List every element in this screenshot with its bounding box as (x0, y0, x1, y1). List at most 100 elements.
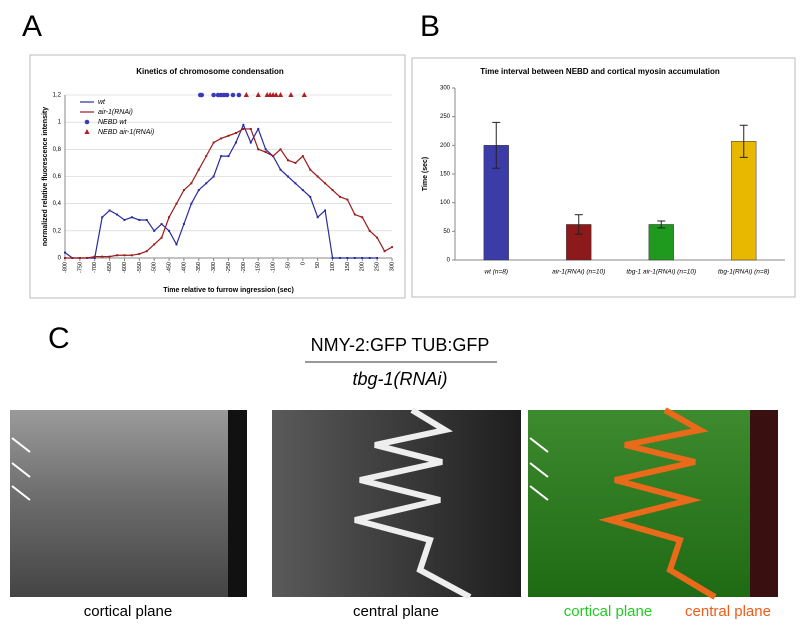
data-point (361, 216, 364, 219)
data-point (301, 155, 304, 158)
data-point (279, 148, 282, 151)
data-point (116, 213, 119, 216)
image-edge (750, 410, 778, 597)
data-point (220, 155, 223, 158)
panel-label: A (22, 10, 42, 43)
data-point (138, 252, 141, 255)
x-tick-label: -300 (211, 262, 217, 273)
marker (288, 92, 294, 97)
data-point (383, 250, 386, 253)
legend-label: air-1(RNAi) (98, 109, 133, 116)
error-bar (574, 214, 583, 235)
data-point (301, 189, 304, 192)
y-tick-label: 0,8 (53, 147, 62, 153)
x-tick-label: -200 (241, 262, 247, 273)
data-point (190, 182, 193, 185)
data-point (242, 127, 245, 130)
data-point (368, 257, 371, 259)
x-tick-label: wt (n=8) (484, 269, 508, 276)
data-point (153, 243, 156, 246)
panel-label: B (420, 10, 440, 43)
y-tick-label: 250 (440, 114, 451, 120)
data-point (324, 182, 327, 185)
data-point (242, 123, 245, 126)
caption: cortical plane (84, 603, 172, 620)
data-point (234, 141, 237, 144)
data-point (264, 148, 267, 151)
x-tick-label: 100 (330, 262, 336, 271)
data-point (130, 216, 133, 219)
bar (731, 141, 757, 261)
data-point (197, 189, 200, 192)
data-point (182, 189, 185, 192)
marker (224, 92, 230, 98)
data-point (108, 209, 111, 212)
spindle-trace (598, 407, 717, 600)
y-tick-label: 150 (440, 172, 451, 178)
data-point (249, 141, 252, 144)
bar (648, 224, 674, 261)
error-bar (657, 220, 666, 229)
marker (211, 92, 216, 98)
legend-label: NEBD air-1(RNAi) (98, 129, 154, 136)
data-point (376, 236, 379, 239)
data-point (249, 127, 252, 130)
data-point (160, 223, 163, 226)
x-tick-label: -250 (226, 262, 232, 273)
x-tick-label: air-1(RNAi) (n=10) (552, 269, 605, 276)
caption: cortical plane (564, 603, 652, 620)
data-point (153, 229, 156, 232)
data-point (391, 246, 393, 249)
y-tick-label: 1,2 (53, 93, 62, 99)
data-point (353, 257, 356, 259)
data-point (346, 257, 349, 259)
y-tick-label: 0 (58, 256, 62, 262)
data-point (138, 218, 141, 221)
data-point (227, 155, 230, 158)
data-point (93, 255, 96, 258)
x-tick-label: -450 (166, 262, 172, 273)
data-point (64, 257, 66, 259)
data-point (309, 168, 312, 171)
marker (236, 92, 242, 98)
data-point (145, 250, 148, 253)
panel-c-title: NMY-2:GFP TUB:GFP (311, 335, 490, 355)
marker (273, 92, 279, 97)
x-tick-label: -100 (271, 262, 277, 273)
y-tick-label: 50 (443, 229, 450, 235)
data-point (123, 218, 126, 221)
data-point (93, 257, 96, 259)
data-point (331, 189, 334, 192)
x-tick-label: 50 (315, 262, 321, 268)
panel-label: C (48, 322, 70, 355)
data-point (175, 202, 178, 205)
x-tick-label: -50 (285, 262, 291, 270)
x-tick-label: -400 (181, 262, 187, 273)
legend-swatch (84, 119, 90, 125)
data-point (257, 148, 260, 151)
data-point (264, 151, 267, 154)
data-point (175, 243, 178, 246)
data-point (294, 161, 297, 164)
x-tick-label: -350 (196, 262, 202, 273)
data-point (160, 236, 163, 239)
y-tick-label: 0,4 (53, 201, 62, 207)
data-point (279, 168, 282, 171)
y-tick-label: 100 (440, 200, 451, 206)
x-tick-label: -600 (122, 262, 128, 273)
data-point (190, 202, 193, 205)
data-point (368, 229, 371, 232)
data-point (324, 209, 327, 212)
x-tick-label: -550 (137, 262, 143, 273)
x-tick-label: 150 (345, 262, 351, 271)
legend-label: wt (98, 99, 106, 106)
data-point (123, 254, 126, 257)
data-point (257, 127, 260, 130)
data-point (64, 251, 66, 254)
panel-c-subtitle: tbg-1(RNAi) (352, 369, 447, 389)
x-tick-label: 250 (375, 262, 381, 271)
data-point (86, 257, 89, 259)
y-axis-label: Time (sec) (422, 157, 429, 192)
x-axis-label: Time relative to furrow ingression (sec) (163, 287, 294, 294)
